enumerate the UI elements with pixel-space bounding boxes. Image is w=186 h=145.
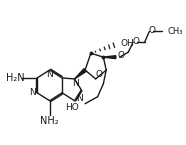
Text: CH₃: CH₃	[168, 27, 183, 36]
Text: N: N	[76, 94, 83, 103]
Text: NH₂: NH₂	[40, 116, 59, 126]
Text: O: O	[132, 37, 140, 46]
Polygon shape	[103, 56, 116, 59]
Text: HO: HO	[66, 103, 79, 112]
Text: N: N	[29, 88, 36, 97]
Text: N: N	[72, 79, 79, 88]
Text: O: O	[117, 51, 124, 60]
Text: N: N	[46, 70, 53, 79]
Polygon shape	[75, 69, 86, 79]
Text: O: O	[95, 70, 102, 79]
Text: OH: OH	[121, 39, 134, 48]
Text: H₂N: H₂N	[6, 73, 24, 83]
Text: O: O	[149, 26, 156, 35]
